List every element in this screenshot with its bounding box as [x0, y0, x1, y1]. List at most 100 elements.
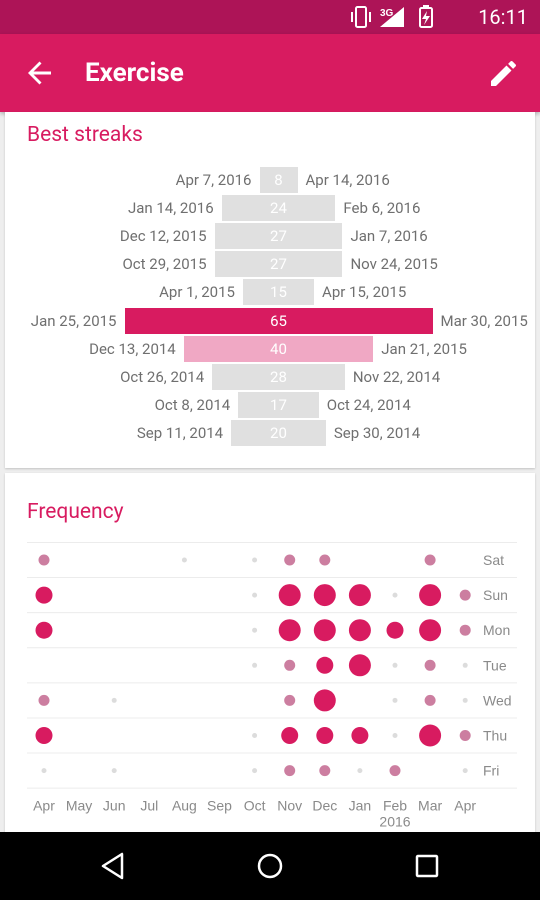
streak-end-date: Sep 30, 2014 — [333, 423, 421, 442]
month-label: Dec — [312, 798, 337, 814]
month-label: Mar — [418, 798, 442, 814]
square-recents-icon[interactable] — [411, 850, 443, 882]
streak-bar: 24 — [221, 195, 336, 222]
frequency-dot — [278, 584, 301, 607]
frequency-dot — [316, 656, 334, 674]
frequency-dot — [419, 619, 442, 642]
streak-row: Dec 13, 2014 40 Jan 21, 2015 — [5, 335, 535, 362]
frequency-dot — [38, 694, 50, 706]
streak-end-date: Apr 15, 2015 — [322, 283, 407, 302]
streak-start-date: Apr 1, 2015 — [159, 283, 235, 302]
streak-row: Oct 8, 2014 17 Oct 24, 2014 — [5, 391, 535, 418]
streak-bar: 20 — [231, 419, 326, 446]
streak-end-date: Nov 22, 2014 — [352, 367, 441, 386]
streak-bar: 15 — [242, 279, 315, 306]
frequency-dot — [351, 727, 369, 744]
frequency-dot — [419, 584, 442, 607]
frequency-dot — [313, 619, 336, 642]
frequency-dot — [41, 768, 47, 774]
frequency-dot — [252, 557, 258, 563]
streak-bar: 40 — [183, 335, 374, 362]
frequency-dot — [462, 662, 468, 668]
frequency-dot — [252, 733, 258, 738]
streak-row: Jan 25, 2015 65 Mar 30, 2015 — [5, 307, 535, 334]
frequency-dot — [462, 768, 468, 774]
streak-end-date: Nov 24, 2015 — [350, 255, 438, 274]
frequency-dot — [348, 584, 371, 607]
frequency-dot — [252, 662, 258, 668]
frequency-dot — [284, 765, 296, 777]
frequency-dot — [424, 659, 436, 671]
frequency-dot — [392, 592, 398, 598]
frequency-dot — [313, 689, 336, 712]
frequency-dot — [392, 733, 398, 738]
frequency-dot — [284, 554, 296, 566]
frequency-chart: Sat Sun Mon Tue Wed Thu Fri Apr May Jun Jul Aug Sep O… — [27, 541, 517, 830]
streak-start-date: Oct 29, 2015 — [122, 255, 207, 274]
streak-row: Sep 11, 2014 20 Sep 30, 2014 — [5, 419, 535, 446]
circle-home-icon[interactable] — [254, 850, 286, 882]
pencil-edit-icon[interactable] — [486, 55, 522, 91]
streak-bar: 27 — [214, 223, 343, 250]
frequency-dot — [284, 659, 296, 671]
frequency-dot — [281, 727, 299, 744]
triangle-back-icon[interactable] — [97, 850, 129, 882]
year-label: 2016 — [379, 814, 410, 830]
month-label: Aug — [172, 798, 197, 814]
frequency-dot — [392, 697, 398, 703]
streak-bar: 8 — [259, 167, 298, 193]
streak-bar: 28 — [212, 363, 345, 390]
frequency-dot — [419, 724, 442, 747]
frequency-dot — [252, 627, 258, 633]
streak-start-date: Oct 26, 2014 — [120, 367, 205, 386]
streak-bar: 65 — [124, 307, 433, 334]
day-label: Mon — [483, 622, 510, 638]
streak-row: Dec 12, 2015 27 Jan 7, 2016 — [5, 223, 535, 250]
frequency-dot — [357, 768, 363, 774]
month-label: Jan — [349, 798, 372, 814]
page-title: Exercise — [85, 58, 184, 88]
month-label: Apr — [33, 798, 55, 814]
streak-start-date: Oct 8, 2014 — [154, 395, 231, 414]
streak-end-date: Jan 21, 2015 — [381, 339, 467, 358]
frequency-dot — [424, 554, 436, 566]
best-streaks-title: Best streaks — [27, 123, 143, 147]
streak-end-date: Apr 14, 2016 — [305, 171, 390, 189]
month-label: Nov — [277, 798, 302, 814]
frequency-dot — [462, 697, 468, 703]
streak-start-date: Apr 7, 2016 — [175, 171, 252, 189]
month-label: May — [66, 798, 92, 814]
arrow-back-icon[interactable] — [22, 55, 58, 91]
frequency-dot — [392, 662, 398, 668]
frequency-dot — [252, 768, 258, 774]
signal-3g-icon: 3G — [380, 7, 404, 27]
frequency-dot — [348, 654, 371, 677]
frequency-dot — [386, 621, 404, 639]
frequency-dot — [424, 694, 436, 706]
frequency-dot — [459, 589, 471, 601]
streak-start-date: Jan 25, 2015 — [30, 311, 117, 330]
vibrate-icon — [351, 6, 371, 28]
frequency-dot — [319, 554, 331, 566]
best-streaks-card: Best streaks Apr 7, 2016 8 Apr 14, 2016 Jan… — [5, 112, 535, 468]
status-icons: 3G — [351, 5, 433, 28]
streak-end-date: Oct 24, 2014 — [326, 395, 411, 414]
streak-row: Apr 1, 2015 15 Apr 15, 2015 — [5, 279, 535, 306]
streak-row: Apr 7, 2016 8 Apr 14, 2016 — [5, 167, 535, 193]
month-label: Apr — [454, 798, 476, 814]
streak-bar: 27 — [214, 251, 343, 278]
streak-start-date: Dec 13, 2014 — [89, 339, 176, 358]
day-label: Sat — [483, 552, 504, 568]
day-label: Tue — [483, 657, 507, 673]
month-label: Feb — [383, 798, 407, 814]
month-label: Sep — [207, 798, 232, 814]
frequency-dot — [35, 621, 53, 639]
month-label: Oct — [244, 798, 266, 814]
frequency-dot — [284, 694, 296, 706]
frequency-dot — [348, 619, 371, 642]
frequency-dot — [278, 619, 301, 642]
frequency-dot — [38, 554, 50, 566]
streak-row: Oct 26, 2014 28 Nov 22, 2014 — [5, 363, 535, 390]
frequency-dot — [35, 727, 53, 744]
status-time: 16:11 — [478, 5, 528, 29]
